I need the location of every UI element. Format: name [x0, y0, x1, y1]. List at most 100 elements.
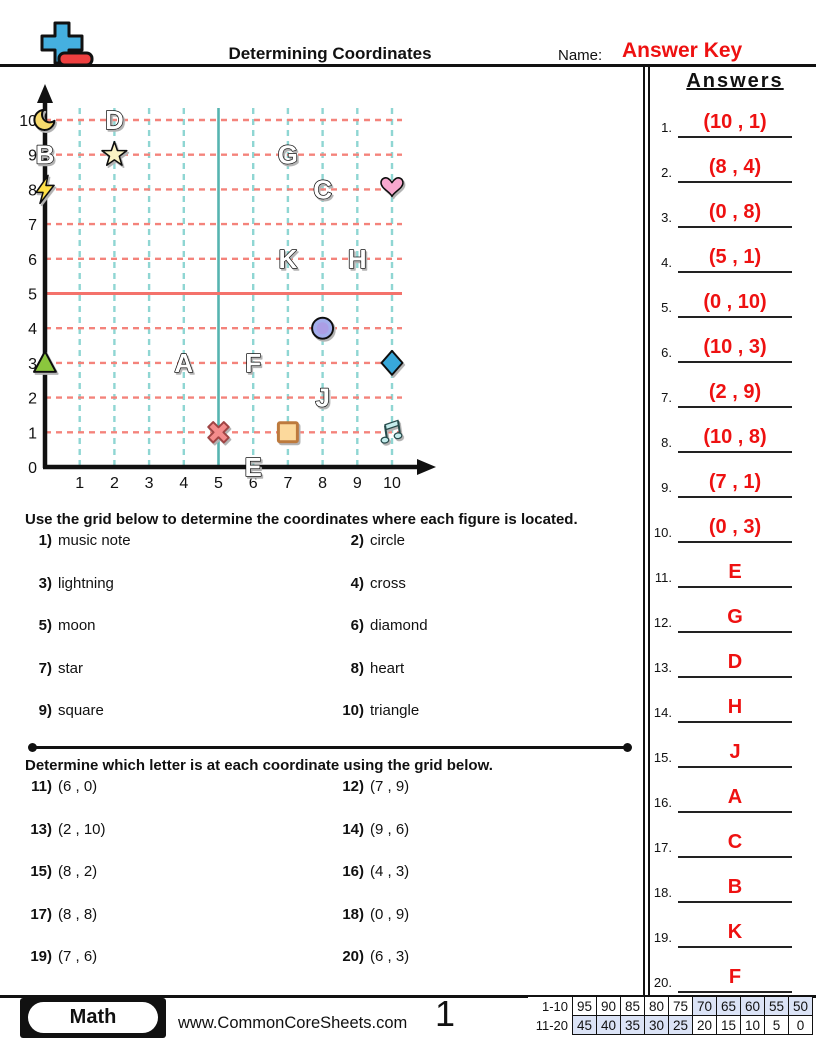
moon-icon: [33, 108, 56, 131]
score-cell: 45: [572, 1015, 597, 1035]
score-table-row: 1-10 95 90 85 80 75 70 65 60 55 50: [528, 996, 813, 1016]
answer-number: 1.: [661, 120, 672, 135]
answer-blank-line: [678, 631, 792, 633]
answer-value: (0 , 10): [703, 291, 767, 313]
grid-letter-F: F: [245, 348, 261, 378]
answer-blank-line: [678, 406, 792, 408]
answer-blank-line: [678, 496, 792, 498]
question-label: diamond: [370, 617, 428, 634]
score-table-row: 11-20 45 40 35 30 25 20 15 10 5 0: [528, 1015, 813, 1035]
score-cell: 85: [620, 996, 645, 1016]
svg-text:8: 8: [28, 182, 37, 199]
question-number: 4): [350, 575, 364, 592]
answer-number: 9.: [661, 480, 672, 495]
question-label: (7 , 9): [370, 778, 410, 795]
section-divider: [30, 746, 630, 749]
divider-dot-left: [28, 743, 37, 752]
subject-box: Math: [20, 998, 166, 1038]
score-cell: 95: [572, 996, 597, 1016]
question-number: 9): [38, 702, 52, 719]
answer-value: (0 , 3): [708, 516, 762, 538]
answer-blank-line: [678, 586, 792, 588]
answer-blank-line: [678, 901, 792, 903]
answer-value: G: [727, 606, 743, 628]
website-text: www.CommonCoreSheets.com: [178, 1014, 408, 1032]
answer-key-label: Answer Key: [622, 39, 743, 62]
grid-letter-C: C: [313, 174, 332, 204]
score-cell: 60: [740, 996, 765, 1016]
question-label: cross: [370, 575, 406, 592]
svg-text:1: 1: [75, 475, 84, 492]
svg-text:9: 9: [353, 475, 362, 492]
answer-value: (5 , 1): [708, 246, 762, 268]
answer-number: 6.: [661, 345, 672, 360]
question-number: 15): [30, 863, 52, 880]
question-label: heart: [370, 660, 405, 677]
svg-text:3: 3: [145, 475, 154, 492]
answer-value: (0 , 8): [708, 201, 762, 223]
score-cell: 70: [692, 996, 717, 1016]
section1-instructions: Use the grid below to determine the coor…: [25, 511, 578, 528]
square-icon: [276, 421, 299, 444]
question-label: music note: [58, 532, 131, 549]
svg-text:4: 4: [28, 321, 37, 338]
question-number: 14): [342, 821, 364, 838]
answer-value: (10 , 3): [703, 336, 767, 358]
grid-axes: [37, 84, 436, 475]
svg-text:5: 5: [28, 287, 37, 304]
score-cell: 50: [788, 996, 813, 1016]
svg-text:1: 1: [28, 425, 37, 442]
svg-text:2: 2: [110, 475, 119, 492]
footer-divider: [0, 995, 816, 998]
svg-text:5: 5: [214, 475, 223, 492]
question-number: 11): [31, 778, 52, 795]
question-label: circle: [370, 532, 406, 549]
score-cell: 55: [764, 996, 789, 1016]
answer-number: 15.: [653, 750, 672, 765]
name-label: Name:: [558, 47, 603, 64]
score-cell: 20: [692, 1015, 717, 1035]
question-number: 3): [38, 575, 52, 592]
score-table: 1-10 95 90 85 80 75 70 65 60 55 50 11-20 45 40 35 30 25 2…: [528, 996, 813, 1035]
question-label: (4 , 3): [370, 863, 410, 880]
question-number: 20): [342, 948, 364, 965]
answer-number: 7.: [661, 390, 672, 405]
grid-letter-H: H: [348, 244, 367, 274]
svg-text:0: 0: [28, 460, 37, 477]
question-label: (9 , 6): [370, 821, 410, 838]
circle-icon: [311, 316, 335, 340]
star-icon: [101, 140, 128, 167]
answer-blank-line: [678, 946, 792, 948]
question-number: 8): [350, 660, 364, 677]
answer-number: 19.: [653, 930, 672, 945]
question-number: 19): [30, 948, 52, 965]
divider-dot-right: [623, 743, 632, 752]
question-number: 16): [342, 863, 364, 880]
score-cell: 15: [716, 1015, 741, 1035]
answer-number: 2.: [661, 165, 672, 180]
question-number: 18): [342, 906, 364, 923]
answer-blank-line: [678, 181, 792, 183]
music-note-icon: [380, 419, 403, 444]
question-label: (8 , 8): [58, 906, 98, 923]
score-cell: 90: [596, 996, 621, 1016]
question-number: 2): [350, 532, 364, 549]
svg-text:8: 8: [318, 475, 327, 492]
svg-text:10: 10: [383, 475, 401, 492]
score-cell: 0: [788, 1015, 813, 1035]
answer-number: 4.: [661, 255, 672, 270]
answer-number: 11.: [654, 570, 672, 585]
answer-blank-line: [678, 721, 792, 723]
answer-number: 5.: [661, 300, 672, 315]
section2-instructions: Determine which letter is at each coordi…: [25, 757, 493, 774]
answer-blank-line: [678, 361, 792, 363]
answer-value: (10 , 8): [703, 426, 767, 448]
question-label: triangle: [370, 702, 420, 719]
score-cell: 25: [668, 1015, 693, 1035]
answer-blank-line: [678, 991, 792, 993]
question-number: 7): [38, 660, 52, 677]
question-number: 17): [30, 906, 52, 923]
score-range-label: 11-20: [528, 1015, 573, 1035]
